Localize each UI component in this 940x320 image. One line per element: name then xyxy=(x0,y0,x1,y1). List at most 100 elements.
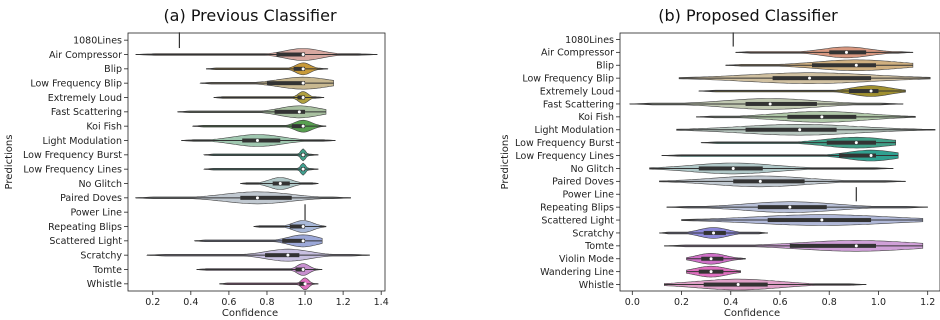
violin-blip xyxy=(725,59,914,71)
violin-median xyxy=(820,115,824,119)
violin-air-compressor xyxy=(135,48,378,61)
x-tick-label: 0.4 xyxy=(183,297,198,308)
y-tick-label-low-frequency-blip: Low Frequency Blip xyxy=(30,78,122,89)
violin-median xyxy=(758,179,762,183)
violin-median xyxy=(731,166,735,170)
violin-air-compressor xyxy=(735,46,914,59)
y-tick-label-blip: Blip xyxy=(596,61,614,72)
violin-iqr-box xyxy=(772,76,872,81)
x-tick-label: 1.0 xyxy=(297,297,312,308)
violin-median xyxy=(301,81,305,85)
violin-iqr-box xyxy=(757,205,827,210)
x-tick-label: 0.8 xyxy=(822,297,837,308)
y-tick-label-repeating-blips: Repeating Blips xyxy=(48,222,122,233)
panel-previous-classifier: (a) Previous Classifier Confidence Predi… xyxy=(4,6,389,319)
y-tick-label-fast-scattering: Fast Scattering xyxy=(51,107,122,118)
y-tick-label-tomte: Tomte xyxy=(584,241,614,252)
violin-koi-fish xyxy=(192,119,327,133)
y-tick-label-koi-fish: Koi Fish xyxy=(578,112,614,123)
violin-iqr-box xyxy=(242,138,281,143)
violin-iqr-box xyxy=(839,153,876,158)
violin-median xyxy=(869,89,873,93)
x-tick-label: 1.2 xyxy=(336,297,351,308)
y-tick-label-low-frequency-burst: Low Frequency Burst xyxy=(23,150,122,161)
violin-iqr-box xyxy=(703,282,768,287)
y-tick-label-scratchy: Scratchy xyxy=(80,250,122,261)
violin-iqr-box xyxy=(289,224,306,229)
violin-median xyxy=(301,96,305,99)
violin-median xyxy=(736,283,740,287)
plot-frame-b xyxy=(619,32,940,292)
x-tick-label: 1.2 xyxy=(920,297,935,308)
violin-median xyxy=(709,257,713,261)
y-axis-label-b: Predictions xyxy=(500,135,511,190)
y-tick-label-whistle: Whistle xyxy=(579,280,614,291)
violin-iqr-box xyxy=(733,179,805,184)
y-tick-label-scratchy: Scratchy xyxy=(572,228,614,239)
violin-median xyxy=(788,205,792,209)
violin-iqr-box xyxy=(745,127,837,132)
violin-low-frequency-burst xyxy=(700,136,896,149)
x-tick-label: 0.6 xyxy=(772,297,787,308)
y-tick-label-extremely-loud: Extremely Loud xyxy=(48,93,122,104)
violin-paired-doves xyxy=(659,175,906,188)
y-tick-label-air-compressor: Air Compressor xyxy=(49,50,122,61)
violin-iqr-box xyxy=(826,140,876,145)
violin-low-frequency-blip xyxy=(199,76,334,90)
violin-median xyxy=(303,282,307,286)
violin-scratchy xyxy=(659,227,768,239)
violin-median xyxy=(768,102,772,106)
violin-iqr-box xyxy=(276,52,306,57)
violin-median xyxy=(854,244,858,248)
y-axis-label-a: Predictions xyxy=(4,135,15,190)
y-tick-label-power-line: Power Line xyxy=(70,207,122,218)
y-tick-label-paired-doves: Paired Doves xyxy=(60,193,122,204)
violin-median xyxy=(301,268,305,271)
violin-low-frequency-lines xyxy=(661,149,899,162)
x-tick-label: 0.6 xyxy=(221,297,236,308)
violin-scratchy xyxy=(146,248,370,262)
y-tick-label-whistle: Whistle xyxy=(87,279,122,290)
violin-median xyxy=(286,253,290,257)
y-tick-label-violin-mode: Violin Mode xyxy=(559,254,614,265)
x-tick-label: 0.4 xyxy=(723,297,738,308)
violin-whistle xyxy=(663,278,867,291)
x-tick-label: 1.0 xyxy=(871,297,886,308)
y-tick-label-wandering-line: Wandering Line xyxy=(540,267,614,278)
violin-median xyxy=(301,239,305,243)
y-tick-label-scattered-light: Scattered Light xyxy=(541,215,614,226)
violin-koi-fish xyxy=(695,111,916,123)
plot-frame-a xyxy=(127,32,386,292)
violin-low-frequency-burst xyxy=(203,148,319,162)
violin-median xyxy=(278,182,282,185)
chart-title-a: (a) Previous Classifier xyxy=(163,6,337,25)
x-tick-label: 0.2 xyxy=(145,297,160,308)
violin-median xyxy=(808,76,812,80)
violin-iqr-box xyxy=(299,281,306,286)
violin-no-glitch xyxy=(649,162,894,175)
y-tick-label-tomte: Tomte xyxy=(92,265,122,276)
violin-median xyxy=(301,153,305,157)
violin-iqr-box xyxy=(789,243,876,248)
chart-title-b: (b) Proposed Classifier xyxy=(658,6,838,25)
violin-iqr-box xyxy=(274,109,306,114)
y-tick-label-1080lines: 1080Lines xyxy=(565,35,614,46)
violin-iqr-box xyxy=(297,95,306,100)
x-axis-label-a: Confidence xyxy=(222,308,278,319)
violin-median xyxy=(255,139,259,142)
y-tick-label-low-frequency-lines: Low Frequency Lines xyxy=(23,164,122,175)
violin-iqr-box xyxy=(293,66,306,71)
y-tick-label-repeating-blips: Repeating Blips xyxy=(540,202,614,213)
violin-median xyxy=(854,141,858,145)
violin-light-modulation xyxy=(181,134,336,147)
violin-repeating-blips xyxy=(253,220,327,233)
violin-paired-doves xyxy=(135,191,351,205)
violin-iqr-box xyxy=(848,89,879,94)
violin-median xyxy=(255,196,259,200)
violin-iqr-box xyxy=(745,101,817,106)
violin-median xyxy=(301,225,305,228)
violin-light-modulation xyxy=(676,124,936,136)
x-tick-label: 0.2 xyxy=(674,297,689,308)
violin-tomte xyxy=(663,240,924,252)
